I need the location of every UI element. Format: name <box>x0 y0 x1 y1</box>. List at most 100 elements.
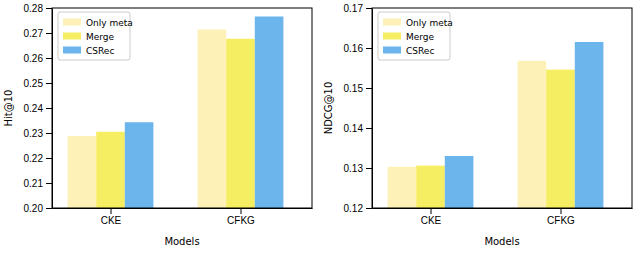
y-tick: 0.23 <box>24 128 52 139</box>
legend-swatch <box>383 47 401 54</box>
y-tick: 0.27 <box>24 28 52 39</box>
y-tick-label: 0.27 <box>24 28 44 39</box>
y-tick-label: 0.26 <box>24 53 44 64</box>
y-tick: 0.17 <box>344 3 372 14</box>
bar <box>198 30 227 209</box>
y-tick-label: 0.24 <box>24 103 44 114</box>
x-tick-label: CKE <box>101 215 122 226</box>
x-axis: CKE CFKG <box>373 208 633 226</box>
frame <box>52 8 312 208</box>
bar <box>445 156 474 208</box>
y-tick: 0.25 <box>24 78 52 89</box>
y-axis-title: NDCG@10 <box>323 82 334 135</box>
y-tick-label: 0.25 <box>24 78 44 89</box>
y-tick-label: 0.14 <box>344 123 364 134</box>
legend-label: Merge <box>406 32 435 42</box>
legend-label: Only meta <box>406 18 453 28</box>
y-tick: 0.16 <box>344 43 372 54</box>
legend-swatch <box>383 19 401 26</box>
y-tick-label: 0.13 <box>344 163 364 174</box>
y-tick: 0.22 <box>24 153 52 164</box>
legend: Only meta Merge CSRec <box>58 12 133 60</box>
bar <box>68 136 97 208</box>
x-tick-mark <box>431 208 432 214</box>
plot-area: 0.200.210.220.230.240.250.260.270.28CKEC… <box>24 3 313 253</box>
bar <box>575 42 604 208</box>
y-tick: 0.13 <box>344 163 372 174</box>
x-tick-mark <box>241 208 242 214</box>
y-tick-label: 0.21 <box>24 178 44 189</box>
panel: 0.200.210.220.230.240.250.260.270.28CKEC… <box>3 3 313 253</box>
bar <box>255 17 284 209</box>
y-tick: 0.26 <box>24 53 52 64</box>
x-axis-title: Models <box>164 236 199 247</box>
x-tick: CKE <box>101 208 122 226</box>
y-tick: 0.20 <box>24 203 52 214</box>
bar <box>125 122 154 208</box>
legend-label: Merge <box>86 32 115 42</box>
legend-entry: Only meta <box>383 18 453 28</box>
y-tick-mark <box>366 128 372 129</box>
y-axis: 0.20 0.21 0.22 0.23 0.24 0.25 0.26 0.27 0.28 <box>24 3 53 214</box>
y-tick-mark <box>46 58 52 59</box>
y-tick-mark <box>366 208 372 209</box>
legend-swatch <box>63 19 81 26</box>
y-tick-mark <box>366 48 372 49</box>
y-tick-label: 0.12 <box>344 203 364 214</box>
y-tick-mark <box>46 83 52 84</box>
x-tick: CKE <box>421 208 442 226</box>
plot-area: 0.12 0.13 0.14 0.15 0.16 0.17 CKE CFKG Only meta… <box>344 3 633 253</box>
y-tick-mark <box>46 158 52 159</box>
legend-entry: CSRec <box>383 46 434 56</box>
x-tick-mark <box>561 208 562 214</box>
y-tick-label: 0.28 <box>24 3 44 14</box>
y-tick: 0.15 <box>344 83 372 94</box>
y-tick-mark <box>46 33 52 34</box>
legend-swatch <box>63 47 81 54</box>
bar <box>546 70 575 208</box>
y-tick-label: 0.22 <box>24 153 44 164</box>
y-axis: 0.12 0.13 0.14 0.15 0.16 0.17 <box>344 3 373 214</box>
y-tick-mark <box>46 183 52 184</box>
bar <box>96 132 125 208</box>
x-tick-label: CFKG <box>227 215 255 226</box>
bars <box>68 17 284 209</box>
x-tick-label: CKE <box>421 215 442 226</box>
y-tick: 0.21 <box>24 178 52 189</box>
y-tick: 0.14 <box>344 123 372 134</box>
y-tick-mark <box>366 168 372 169</box>
y-tick-mark <box>46 133 52 134</box>
y-axis-title: Hit@10 <box>3 90 14 127</box>
bar <box>388 167 417 208</box>
x-tick-label: CFKG <box>547 215 575 226</box>
y-tick-mark <box>46 108 52 109</box>
bar <box>226 39 255 208</box>
y-tick-mark <box>366 8 372 9</box>
y-tick-label: 0.17 <box>344 3 364 14</box>
x-tick-mark <box>111 208 112 214</box>
y-tick-label: 0.23 <box>24 128 44 139</box>
y-tick-mark <box>366 88 372 89</box>
y-tick-label: 0.15 <box>344 83 364 94</box>
bar <box>518 61 547 208</box>
y-tick: 0.24 <box>24 103 52 114</box>
bars <box>388 42 604 208</box>
bar <box>416 166 445 208</box>
y-tick-label: 0.20 <box>24 203 44 214</box>
x-tick: CFKG <box>227 208 255 226</box>
legend-entry: CSRec <box>63 46 114 56</box>
legend: Only meta Merge CSRec <box>378 12 453 60</box>
y-tick-label: 0.16 <box>344 43 364 54</box>
x-axis: CKE CFKG <box>53 208 313 226</box>
frame <box>372 8 632 208</box>
x-tick: CFKG <box>547 208 575 226</box>
legend-label: Only meta <box>86 18 133 28</box>
panel: 0.12 0.13 0.14 0.15 0.16 0.17 CKE CFKG Only meta… <box>323 3 633 253</box>
legend-entry: Merge <box>383 32 435 42</box>
legend-label: CSRec <box>86 46 114 56</box>
y-tick-mark <box>46 8 52 9</box>
y-tick: 0.12 <box>344 203 372 214</box>
legend-swatch <box>383 33 401 40</box>
y-tick: 0.28 <box>24 3 52 14</box>
y-tick-mark <box>46 208 52 209</box>
